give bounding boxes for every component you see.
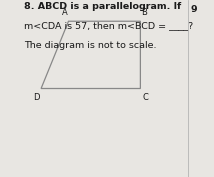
Text: D: D — [33, 93, 39, 102]
Text: m<CDA is 57, then m<BCD = ____?: m<CDA is 57, then m<BCD = ____? — [24, 21, 193, 30]
Text: 9: 9 — [191, 5, 198, 14]
Text: A: A — [62, 8, 68, 17]
Text: B: B — [141, 8, 147, 17]
Text: C: C — [143, 93, 149, 102]
Text: 8. ABCD is a parallelogram. If: 8. ABCD is a parallelogram. If — [24, 2, 181, 11]
Text: The diagram is not to scale.: The diagram is not to scale. — [24, 41, 156, 50]
